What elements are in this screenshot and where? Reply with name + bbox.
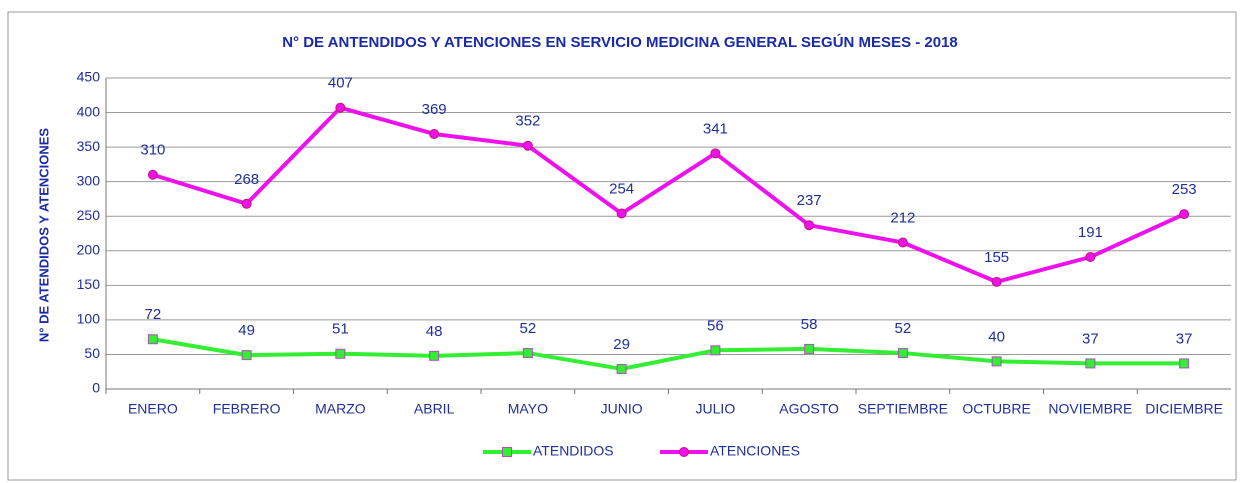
data-label: 341 xyxy=(703,120,728,137)
marker xyxy=(710,345,721,356)
marker xyxy=(991,356,1002,367)
y-axis-label: N° DE ATENDIDOS Y ATENCIONES xyxy=(36,128,51,343)
marker xyxy=(1179,358,1190,369)
x-tick-label: NOVIEMBRE xyxy=(1048,401,1132,417)
x-tick-label: ENERO xyxy=(128,401,178,417)
data-label: 352 xyxy=(515,113,540,130)
marker xyxy=(804,220,815,231)
legend-label: ATENDIDOS xyxy=(533,443,614,459)
x-tick-label: MARZO xyxy=(315,401,366,417)
x-tick-label: DICIEMBRE xyxy=(1145,401,1223,417)
data-label: 72 xyxy=(145,306,162,323)
data-label: 191 xyxy=(1078,224,1103,241)
marker xyxy=(616,208,627,219)
data-label: 310 xyxy=(140,142,165,159)
marker xyxy=(147,334,158,345)
y-tick-label: 50 xyxy=(84,345,100,361)
marker xyxy=(335,102,346,113)
x-tick-label: FEBRERO xyxy=(213,401,281,417)
series-line xyxy=(152,337,1185,371)
marker xyxy=(1179,209,1190,220)
marker xyxy=(522,140,533,151)
marker xyxy=(522,348,533,359)
x-tick-label: OCTUBRE xyxy=(962,401,1030,417)
data-label: 253 xyxy=(1172,181,1197,198)
x-tick-label: ABRIL xyxy=(414,401,455,417)
y-tick-label: 250 xyxy=(77,207,101,223)
marker xyxy=(897,348,908,359)
marker xyxy=(429,128,440,139)
marker xyxy=(241,350,252,361)
chart-frame xyxy=(7,11,1237,481)
data-label: 52 xyxy=(895,320,912,337)
data-label: 29 xyxy=(613,336,630,353)
marker xyxy=(897,237,908,248)
y-tick-label: 200 xyxy=(77,241,101,257)
data-label: 254 xyxy=(609,180,634,197)
data-label: 407 xyxy=(328,75,353,92)
data-label: 48 xyxy=(426,323,443,340)
y-tick-label: 300 xyxy=(77,172,101,188)
y-tick-label: 450 xyxy=(77,69,101,85)
marker xyxy=(335,348,346,359)
data-label: 49 xyxy=(238,322,255,339)
x-tick-label: JULIO xyxy=(696,401,736,417)
data-label: 155 xyxy=(984,249,1009,266)
data-label: 268 xyxy=(234,171,259,188)
series-line xyxy=(152,105,1185,284)
data-label: 212 xyxy=(890,209,915,226)
marker xyxy=(991,276,1002,287)
chart-title: N° DE ANTENDIDOS Y ATENCIONES EN SERVICI… xyxy=(282,33,958,51)
y-tick-label: 150 xyxy=(77,276,101,292)
marker xyxy=(710,148,721,159)
data-label: 56 xyxy=(707,317,724,334)
data-label: 52 xyxy=(520,320,537,337)
data-label: 237 xyxy=(797,192,822,209)
marker xyxy=(616,363,627,374)
y-tick-label: 0 xyxy=(92,380,100,396)
y-tick-label: 100 xyxy=(77,311,101,327)
y-tick-label: 400 xyxy=(77,103,101,119)
x-tick-label: MAYO xyxy=(508,401,548,417)
marker xyxy=(147,169,158,180)
legend-marker xyxy=(502,447,512,457)
legend-label: ATENCIONES xyxy=(710,443,800,459)
x-tick-label: AGOSTO xyxy=(779,401,839,417)
marker xyxy=(804,343,815,354)
data-label: 51 xyxy=(332,321,349,338)
x-tick-label: JUNIO xyxy=(601,401,643,417)
data-label: 37 xyxy=(1176,330,1193,347)
data-label: 58 xyxy=(801,316,818,333)
marker xyxy=(241,198,252,209)
marker xyxy=(1085,358,1096,369)
marker xyxy=(1085,251,1096,262)
data-label: 369 xyxy=(422,101,447,118)
marker xyxy=(429,350,440,361)
y-tick-label: 350 xyxy=(77,138,101,154)
legend-marker xyxy=(679,447,689,457)
data-label: 37 xyxy=(1082,330,1099,347)
data-label: 40 xyxy=(988,328,1005,345)
x-tick-label: SEPTIEMBRE xyxy=(858,401,948,417)
